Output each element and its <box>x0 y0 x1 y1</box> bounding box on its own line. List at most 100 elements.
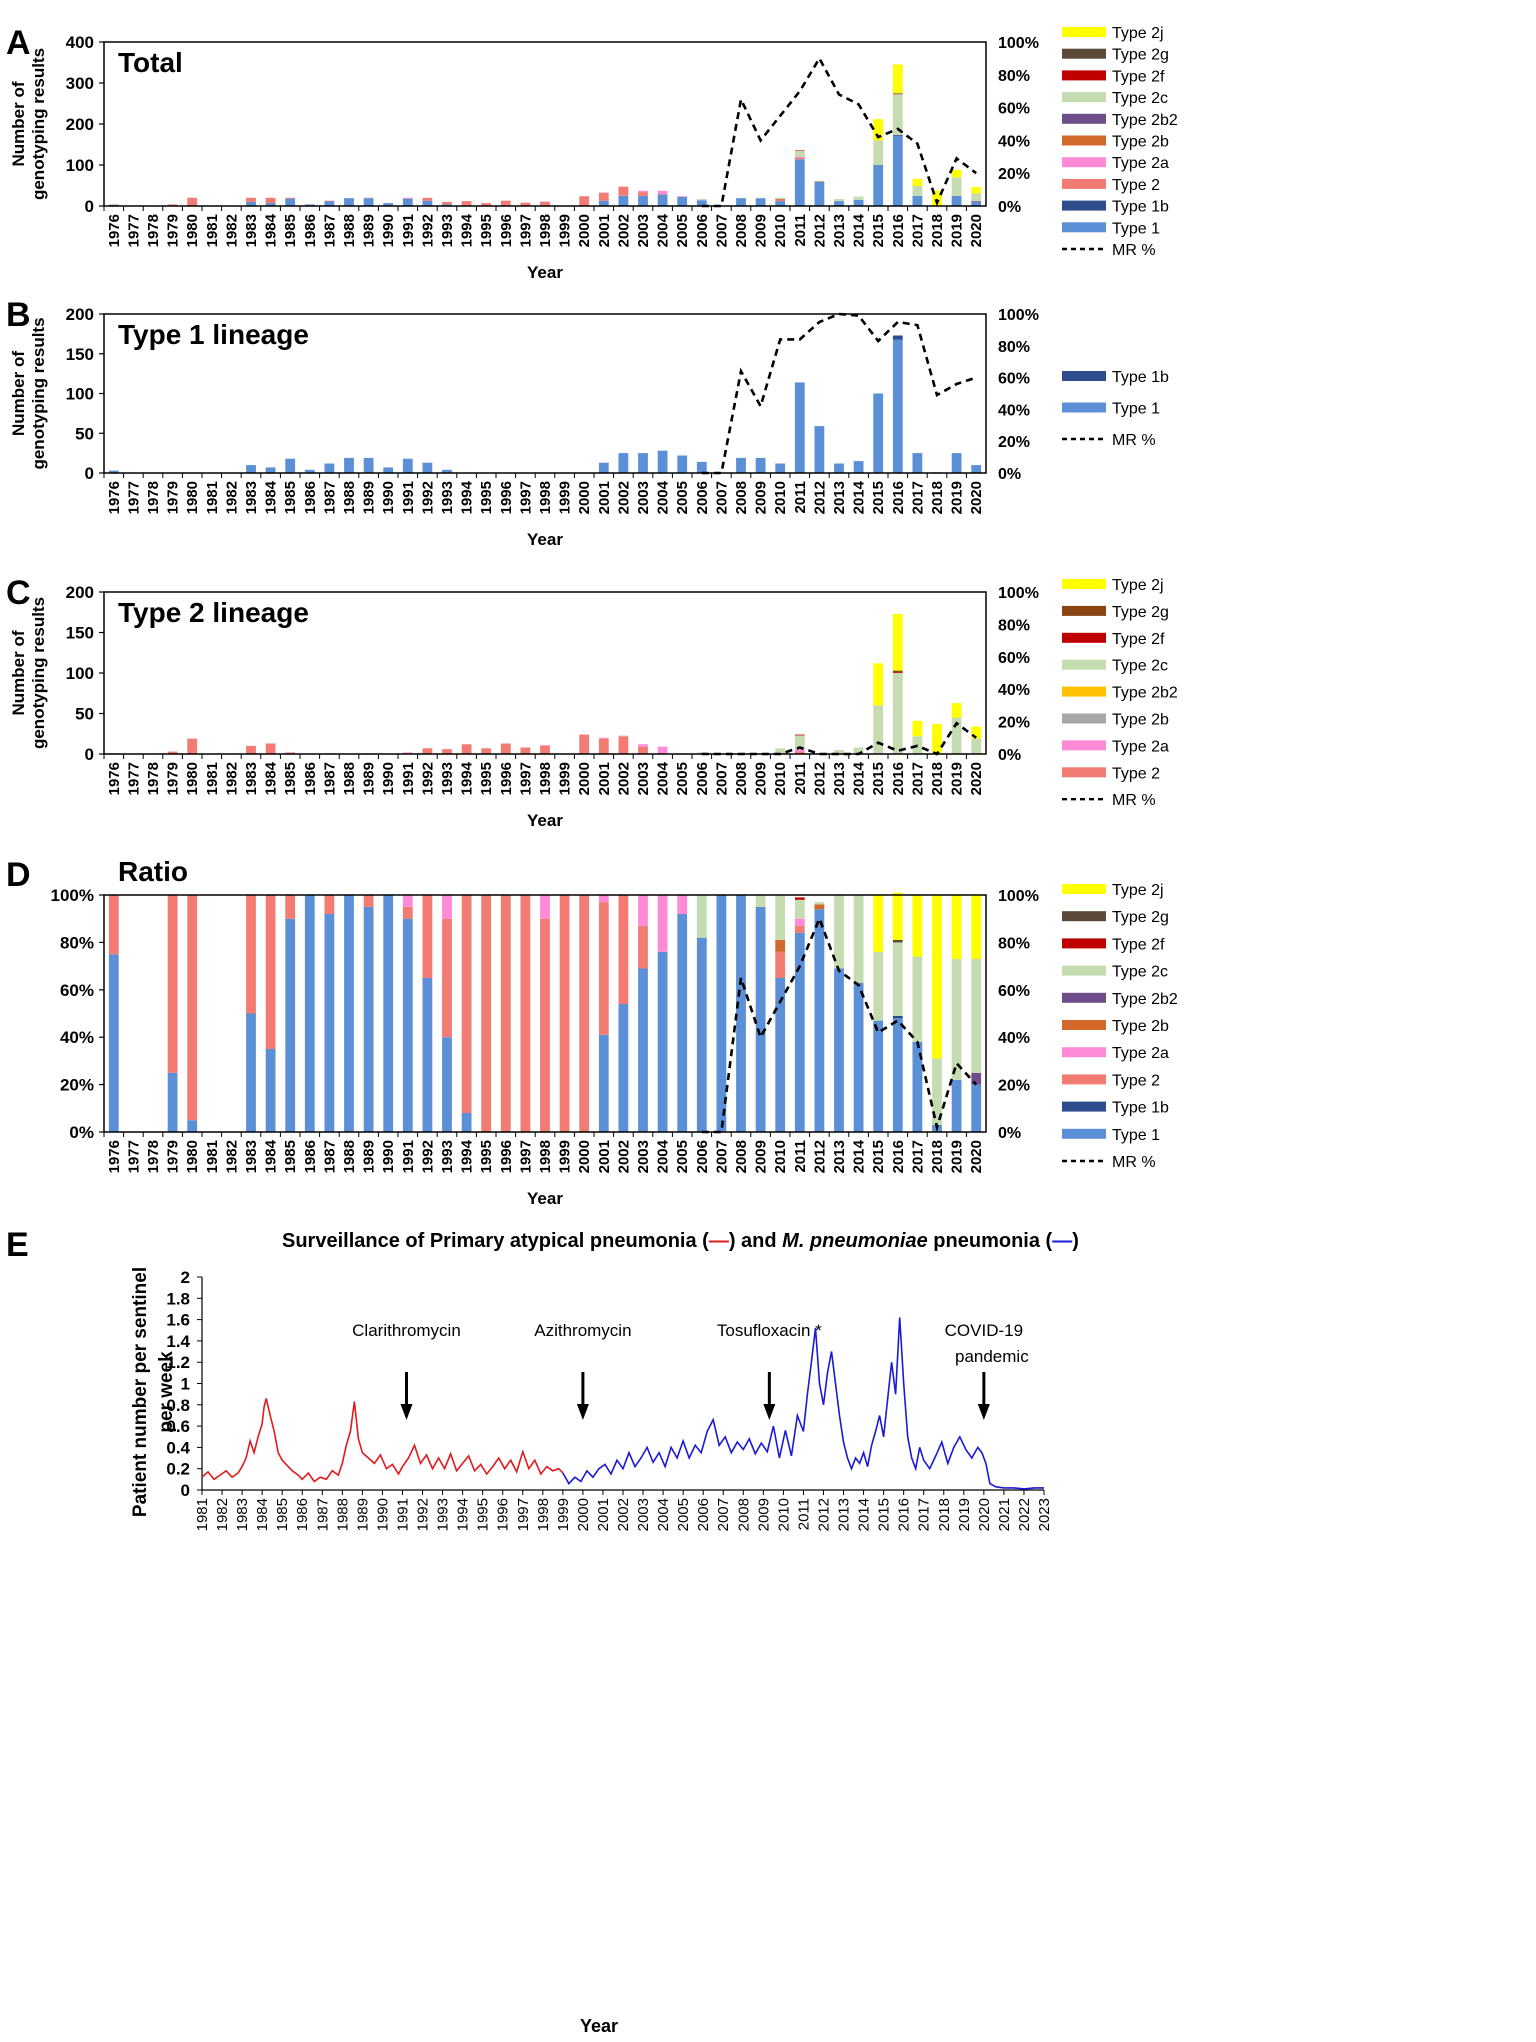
bar-type-2 <box>559 895 570 1132</box>
x-tick-label: 2013 <box>831 762 848 795</box>
bar-type-1 <box>638 453 648 473</box>
bar-type-2c <box>853 747 864 754</box>
x-tick-label: 1996 <box>498 1140 515 1173</box>
legend-label: Type 2g <box>1112 604 1169 621</box>
x-tick-label: 2005 <box>674 1140 691 1173</box>
x-tick-label: 1979 <box>165 1140 182 1173</box>
x-tick-label: 1992 <box>419 1140 436 1173</box>
x-tick-label: 2000 <box>576 762 593 795</box>
x-tick-label: 2014 <box>851 1139 868 1173</box>
x-tick-label: 2017 <box>909 481 926 514</box>
bar-type-2a <box>638 895 648 926</box>
y-tick-label: 0 <box>85 197 94 216</box>
x-tick-label: 1998 <box>537 1140 554 1173</box>
bar-type-2g <box>892 93 903 94</box>
bar-type-1 <box>402 198 413 206</box>
bar-type-2j <box>892 64 903 94</box>
legend-label: Type 2b2 <box>1112 112 1178 129</box>
legend-swatch <box>1062 605 1106 616</box>
panel-title: Total <box>118 47 183 78</box>
x-tick-label: 1985 <box>274 1498 291 1531</box>
y-tick-label: 50 <box>75 424 94 443</box>
x-tick-label: 2017 <box>909 1140 926 1173</box>
bar-type-2a <box>677 196 688 197</box>
x-tick-label: 2019 <box>949 214 966 247</box>
bar-type-2a <box>540 895 550 919</box>
bar-type-2a <box>657 746 668 754</box>
x-tick-label: 2014 <box>851 480 868 514</box>
x-tick-label: 1991 <box>400 214 417 247</box>
x-tick-label: 2010 <box>772 1140 789 1173</box>
x-tick-label: 2002 <box>615 1140 632 1173</box>
bar-type-2g <box>892 940 903 943</box>
bar-type-2 <box>598 738 609 754</box>
panel-title: Type 2 lineage <box>118 597 309 628</box>
bar-type-1 <box>834 968 844 1132</box>
bar-type-1 <box>892 1018 903 1132</box>
legend-label: Type 1b <box>1112 369 1169 386</box>
bar-type-2 <box>265 895 276 1049</box>
legend-label: MR % <box>1112 432 1156 449</box>
x-tick-label: 2015 <box>870 214 887 247</box>
x-tick-label: 2012 <box>811 1140 828 1173</box>
x-tick-label: 1986 <box>302 762 319 795</box>
y-axis-label: Number of <box>9 351 28 436</box>
bar-type-2 <box>363 895 374 907</box>
x-tick-label: 2020 <box>968 762 985 795</box>
x-tick-label: 1977 <box>125 214 142 247</box>
legend-label: Type 2c <box>1112 658 1168 675</box>
x-tick-label: 1984 <box>263 480 280 514</box>
bar-type-2a <box>598 192 609 193</box>
x-tick-label: 1995 <box>478 481 495 514</box>
x-tick-label: 2018 <box>929 481 946 514</box>
annotation-label: Clarithromycin <box>352 1321 461 1340</box>
legend-swatch <box>1062 178 1106 189</box>
bar-type-2j <box>912 178 923 186</box>
bar-type-2 <box>265 197 276 204</box>
bar-type-1 <box>696 937 707 1132</box>
x-tick-label: 2003 <box>635 481 652 514</box>
y2-tick-label: 40% <box>998 682 1030 699</box>
x-tick-label: 1980 <box>184 214 201 247</box>
bar-type-2b <box>775 199 786 200</box>
bar-type-1 <box>912 1041 923 1132</box>
x-tick-label: 2016 <box>890 762 907 795</box>
bar-type-1 <box>618 195 629 207</box>
x-tick-label: 1990 <box>380 1140 397 1173</box>
x-tick-label: 1983 <box>243 481 260 514</box>
x-tick-label: 2016 <box>896 1498 913 1531</box>
bar-type-2 <box>520 895 531 1132</box>
bar-type-2 <box>324 895 335 914</box>
x-tick-label: 1994 <box>455 1498 472 1531</box>
x-tick-label: 1990 <box>380 214 397 247</box>
y-tick-label: 80% <box>60 933 94 952</box>
bar-type-2 <box>598 192 609 201</box>
legend-swatch <box>1062 70 1106 81</box>
series-line-primary-atypical <box>201 1398 564 1483</box>
x-tick-label: 1987 <box>314 1498 331 1531</box>
bar-type-1 <box>951 453 962 473</box>
bar-type-1 <box>834 463 844 473</box>
annotation-label: pandemic <box>955 1347 1029 1366</box>
bar-type-1 <box>677 455 688 473</box>
x-tick-label: 2004 <box>655 1498 672 1531</box>
y-axis-label: genotyping results <box>29 597 48 749</box>
panel-letter: B <box>6 296 31 334</box>
x-tick-label: 1997 <box>517 762 534 795</box>
bar-type-2 <box>540 201 550 206</box>
x-tick-label: 2001 <box>596 214 613 247</box>
bar-type-1 <box>755 906 766 1132</box>
bar-type-2a <box>598 737 609 739</box>
panel-letter: A <box>6 24 31 62</box>
x-tick-label: 2020 <box>968 214 985 247</box>
x-tick-label: 1978 <box>145 481 162 514</box>
x-tick-label: 2013 <box>836 1498 853 1531</box>
bar-type-1 <box>363 198 374 206</box>
legend-swatch <box>1062 135 1106 146</box>
bar-type-2 <box>187 197 198 206</box>
x-tick-label: 1979 <box>165 214 182 247</box>
bar-type-1 <box>246 201 256 206</box>
x-tick-label: 1998 <box>537 214 554 247</box>
bar-type-1 <box>736 198 746 206</box>
bar-type-1 <box>696 461 707 473</box>
